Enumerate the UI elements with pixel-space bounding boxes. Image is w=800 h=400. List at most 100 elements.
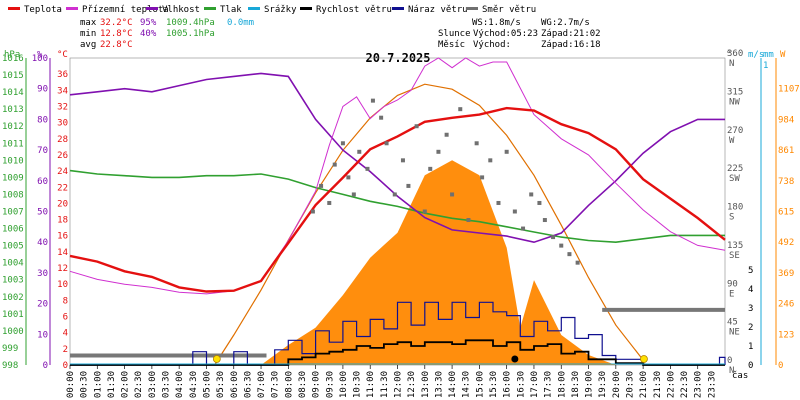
sunset-marker [640, 355, 648, 363]
stats-block: max 32.2°C 95% 1009.4hPa 0.0mm min 12.8°… [80, 18, 254, 50]
stat-min-press: 1005.1hPa [166, 29, 215, 39]
y-tick-degc: 20 [57, 199, 68, 209]
y-tick-degc: 16 [57, 232, 68, 242]
series-temp-line [69, 106, 726, 293]
y-tick-pct: 70 [37, 146, 48, 156]
x-tick-label: 08:00 [284, 371, 294, 398]
x-tick-label: 00:30 [80, 371, 90, 398]
y-tick-degc: 32 [57, 102, 68, 112]
y-tick-ms: 5 [748, 266, 753, 276]
legend-label-6: Náraz větru [408, 5, 468, 15]
sunrise-text: Východ:05:23 [473, 29, 538, 39]
x-tick-label: 07:00 [257, 371, 267, 398]
legend-swatch-5 [300, 7, 312, 10]
x-tick-label: 12:30 [407, 371, 417, 398]
y-tick-dir-label: SE [729, 251, 740, 261]
x-tick-label: 11:00 [366, 371, 376, 398]
x-tick-label: 07:30 [271, 371, 281, 398]
wind-dir-point [327, 200, 332, 205]
wind-dir-point [346, 175, 351, 180]
y-tick-degc: 26 [57, 151, 68, 161]
axes: 9989991000100110021003100410051006100710… [2, 49, 800, 398]
y-tick-pct: 0 [43, 361, 48, 371]
wind-dir-point [406, 183, 411, 188]
y-tick-hpa: 998 [2, 361, 18, 371]
unit-mm: mm [763, 50, 774, 60]
legend-label-3: Tlak [220, 5, 242, 15]
x-tick-label: 18:00 [557, 371, 567, 398]
x-tick-label: 09:30 [325, 371, 335, 398]
y-tick-degc: 34 [57, 86, 68, 96]
y-tick-dir-label: SW [729, 174, 740, 184]
x-tick-label: 23:00 [694, 371, 704, 398]
y-tick-pct: 80 [37, 115, 48, 125]
wind-dir-point [504, 149, 509, 154]
y-tick-w: 861 [778, 146, 794, 156]
wind-dir-point [529, 192, 534, 197]
wind-dir-point [340, 141, 345, 146]
x-tick-label: 16:00 [503, 371, 513, 398]
y-tick-hpa: 1013 [2, 105, 24, 115]
y-tick-hpa: 1016 [2, 54, 24, 64]
wind-dir-point [428, 166, 433, 171]
y-tick-dir: 180 [727, 203, 743, 213]
y-tick-hpa: 1008 [2, 190, 24, 200]
y-tick-dir: 0 [727, 356, 732, 366]
x-tick-label: 08:30 [298, 371, 308, 398]
wind-dir-point [450, 192, 455, 197]
y-tick-w: 0 [778, 361, 783, 371]
y-tick-degc: 2 [63, 345, 68, 355]
stat-avg-label: avg [80, 40, 96, 50]
x-tick-label: 14:00 [448, 371, 458, 398]
y-tick-ms: 3 [748, 304, 753, 314]
moonset-marker [511, 355, 519, 363]
y-tick-pct: 90 [37, 85, 48, 95]
y-tick-ms: 4 [748, 285, 753, 295]
wind-dir-point [488, 158, 493, 163]
legend-label-1: Přízemní teplota [82, 5, 169, 15]
y-tick-dir: 360 [727, 49, 743, 59]
wind-dir-point [542, 218, 547, 223]
series-gust-line [70, 301, 726, 366]
legend-swatch-3 [204, 7, 216, 10]
y-tick-degc: 14 [57, 248, 68, 258]
y-tick-dir: 135 [727, 241, 743, 251]
y-tick-degc: 10 [57, 280, 68, 290]
x-tick-label: 15:00 [475, 371, 485, 398]
x-tick-label: 05:00 [202, 371, 212, 398]
legend-swatch-1 [66, 7, 78, 10]
unit-degc: °C [57, 50, 68, 60]
y-tick-hpa: 1010 [2, 156, 24, 166]
y-tick-hpa: 999 [2, 344, 18, 354]
y-tick-dir: 225 [727, 164, 743, 174]
y-tick-hpa: 1012 [2, 122, 24, 132]
y-tick-dir-label: S [729, 213, 734, 223]
x-tick-label: 11:30 [380, 371, 390, 398]
wg-text: WG:2.7m/s [541, 18, 590, 28]
x-tick-label: 02:30 [134, 371, 144, 398]
y-tick-mm: 1 [763, 61, 768, 71]
y-tick-degc: 4 [63, 329, 68, 339]
x-tick-label: 17:30 [544, 371, 554, 398]
y-tick-degc: 0 [63, 361, 68, 371]
stat-max-rain: 0.0mm [227, 18, 254, 28]
stat-min-label: min [80, 29, 96, 39]
y-tick-dir-label: NE [729, 328, 740, 338]
wind-dir-point [422, 209, 427, 214]
y-tick-hpa: 1004 [2, 259, 24, 269]
y-tick-hpa: 1009 [2, 173, 24, 183]
y-tick-dir: 270 [727, 126, 743, 136]
x-tick-label: 14:30 [462, 371, 472, 398]
unit-deg: ° [726, 50, 731, 60]
y-tick-pct: 10 [37, 330, 48, 340]
wind-dir-point [319, 183, 324, 188]
series-wind-speed-line [70, 339, 725, 366]
x-tick-label: 13:30 [434, 371, 444, 398]
y-tick-hpa: 1007 [2, 208, 24, 218]
x-tick-label: 04:30 [189, 371, 199, 398]
y-tick-pct: 60 [37, 177, 48, 187]
stat-max-press: 1009.4hPa [166, 18, 215, 28]
